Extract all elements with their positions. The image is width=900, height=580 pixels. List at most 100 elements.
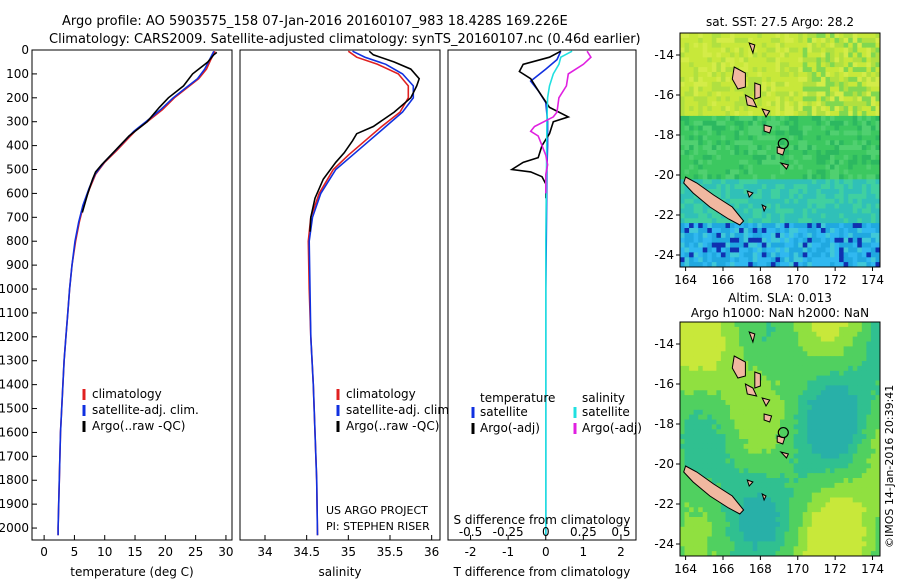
sst-map-cell [852, 223, 858, 229]
sst-map-cell [875, 67, 880, 73]
sla-map-cell [784, 541, 790, 547]
sla-map-cell [870, 419, 876, 425]
sst-map-cell [739, 37, 745, 44]
sla-map-cell [720, 326, 726, 333]
sst-map-cell [707, 81, 713, 88]
sla-map-cell [780, 395, 786, 401]
sst-map-cell [789, 193, 795, 200]
sst-map-cell [811, 232, 817, 239]
sst-map-cell [734, 115, 740, 122]
sla-map-cell [720, 341, 726, 347]
sst-map-cell [866, 86, 872, 93]
sla-map-cell [780, 361, 786, 367]
sla-map-cell [834, 536, 840, 542]
sst-map-cell [820, 145, 826, 151]
sst-map-cell [748, 145, 754, 151]
sla-map-cell [811, 453, 817, 460]
sst-map-cell [775, 33, 781, 39]
sst-map-cell [825, 115, 831, 122]
sla-map-cell [807, 512, 813, 518]
sla-map-cell [720, 429, 726, 435]
sla-map-cell [789, 375, 795, 382]
sst-map-cell [798, 228, 804, 234]
sst-map-cell [761, 247, 767, 253]
sla-map-cell [861, 517, 867, 523]
sla-map-cell [757, 414, 763, 421]
sla-map-cell [680, 326, 686, 333]
sla-map-cell [820, 502, 826, 508]
sla-map-cell [816, 434, 822, 440]
sla-map-cell [702, 409, 708, 416]
sla-map-cell [752, 400, 758, 406]
sla-map-cell [857, 448, 863, 455]
sla-map-cell [730, 400, 736, 406]
sla-map-cell [839, 424, 845, 430]
sla-map-cell [784, 448, 790, 455]
sst-map-cell [861, 223, 867, 229]
difference-legend-sal-title: salinity [582, 391, 625, 405]
sst-map-cell [857, 76, 863, 83]
sst-map-cell [825, 120, 831, 127]
sst-map-cell [843, 228, 849, 234]
sst-map-cell [770, 179, 776, 185]
sst-map-cell [789, 42, 795, 49]
sla-map-cell [793, 443, 799, 450]
sst-map-cell [716, 242, 722, 249]
sst-map-cell [693, 67, 699, 73]
sla-map-cell [793, 487, 799, 494]
sla-map-cell [789, 424, 795, 430]
sla-map-cell [861, 326, 867, 333]
sst-map-cell [702, 52, 708, 58]
sla-map-cell [798, 326, 804, 333]
sst-map-cell [680, 208, 686, 214]
sst-map-cell [720, 120, 726, 127]
sst-map-cell [839, 174, 845, 180]
sst-map-cell [702, 228, 708, 234]
sla-map-cell [720, 439, 726, 445]
sst-map-cell [716, 223, 722, 229]
sst-map-cell [720, 223, 726, 229]
sla-map-cell [720, 448, 726, 455]
sst-map-cell [707, 101, 713, 107]
sla-xtick-label: 164 [674, 562, 697, 576]
sla-map-cell [852, 521, 858, 528]
sla-map-cell [807, 424, 813, 430]
sla-map-cell [861, 536, 867, 542]
sst-map-cell [789, 257, 795, 263]
sst-map-cell [730, 154, 736, 161]
sla-map-cell [748, 375, 754, 382]
sst-map-cell [757, 115, 763, 122]
sla-map-cell [861, 492, 867, 499]
sst-map-cell [680, 145, 686, 151]
sla-map-cell [830, 468, 836, 474]
sst-map-cell [802, 101, 808, 107]
sst-map-cell [861, 174, 867, 180]
sla-map-cell [807, 478, 813, 484]
sst-map-cell [825, 193, 831, 200]
sst-map-cell [820, 198, 826, 205]
sla-map-cell [711, 356, 717, 362]
sla-map-cell [775, 551, 781, 556]
sst-map-cell [720, 237, 726, 244]
temperature-ytick-label: 0 [21, 43, 29, 57]
sla-map-cell [784, 365, 790, 372]
sla-map-cell [757, 424, 763, 430]
sst-map-cell [793, 164, 799, 171]
sla-map-cell [861, 341, 867, 347]
sla-map-cell [875, 409, 880, 416]
sla-map-cell [780, 468, 786, 474]
sla-map-cell [680, 468, 686, 474]
sst-map-cell [802, 198, 808, 205]
sst-map-cell [825, 164, 831, 171]
sla-map-cell [852, 482, 858, 489]
sla-map-cell [739, 463, 745, 469]
sst-map-cell [857, 145, 863, 151]
sla-map-cell [870, 536, 876, 542]
sst-map-cell [793, 189, 799, 195]
sla-map-cell [793, 395, 799, 401]
sst-map-cell [698, 42, 704, 49]
sla-map-cell [770, 361, 776, 367]
sla-map-cell [789, 497, 795, 503]
sst-map-cell [811, 145, 817, 151]
sst-map-cell [825, 218, 831, 224]
